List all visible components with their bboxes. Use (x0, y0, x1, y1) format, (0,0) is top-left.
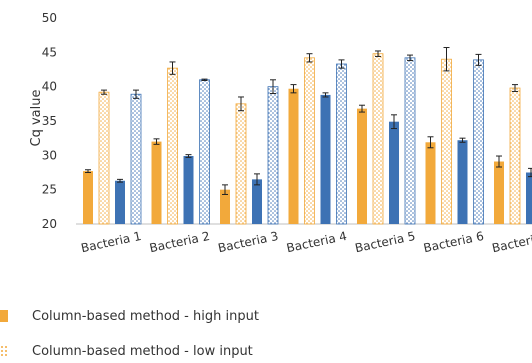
bars (83, 47, 532, 225)
bar (441, 58, 452, 225)
y-tick-label: 25 (42, 183, 57, 197)
x-tick-label: Bacteria 4 (285, 229, 348, 255)
bar (199, 79, 210, 225)
bar (235, 103, 247, 225)
bar (220, 189, 230, 224)
bar (130, 93, 142, 225)
y-tick-label: 30 (42, 148, 57, 162)
bar (115, 180, 125, 224)
y-tick-label: 50 (42, 11, 57, 25)
y-tick-label: 35 (42, 114, 57, 128)
bar (389, 121, 399, 224)
bar (252, 179, 262, 224)
bar (167, 67, 178, 225)
bar (404, 57, 416, 225)
legend-item-low-input: Column-based method - low input (0, 341, 253, 361)
x-tick-label: Bacteria 7 (491, 229, 532, 255)
bar (457, 140, 468, 224)
y-axis: 20 25 30 35 40 45 50 (42, 11, 57, 231)
y-axis-title: Cq value (29, 90, 44, 147)
bar (357, 108, 367, 224)
legend-swatch-dotted (0, 345, 8, 357)
x-tick-label: Bacteria 6 (422, 229, 485, 255)
bar (267, 86, 279, 225)
y-tick-label: 45 (42, 45, 57, 59)
bar (98, 91, 110, 225)
bar (526, 172, 532, 224)
x-tick-labels: Bacteria 1 Bacteria 2 Bacteria 3 Bacteria 4… (80, 229, 532, 255)
x-tick-label: Bacteria 5 (354, 229, 417, 255)
bar (372, 53, 384, 225)
x-tick-label: Bacteria 3 (217, 229, 280, 255)
bar (83, 171, 93, 224)
bar (509, 87, 521, 225)
bar (336, 63, 347, 225)
bar (473, 59, 484, 225)
bar (494, 161, 504, 224)
y-tick-label: 40 (42, 80, 57, 94)
legend-swatch-solid (0, 310, 8, 322)
x-tick-label: Bacteria 1 (80, 229, 143, 255)
bar (304, 57, 315, 225)
bar (425, 142, 436, 224)
bar (320, 94, 331, 224)
y-tick-label: 20 (42, 217, 57, 231)
legend-item-high-input: Column-based method - high input (0, 306, 259, 326)
legend-label: Column-based method - high input (32, 308, 259, 324)
x-tick-label: Bacteria 2 (148, 229, 211, 255)
bar (151, 141, 162, 224)
bar (288, 88, 299, 224)
bar (183, 156, 194, 224)
legend-label: Column-based method - low input (32, 343, 253, 359)
